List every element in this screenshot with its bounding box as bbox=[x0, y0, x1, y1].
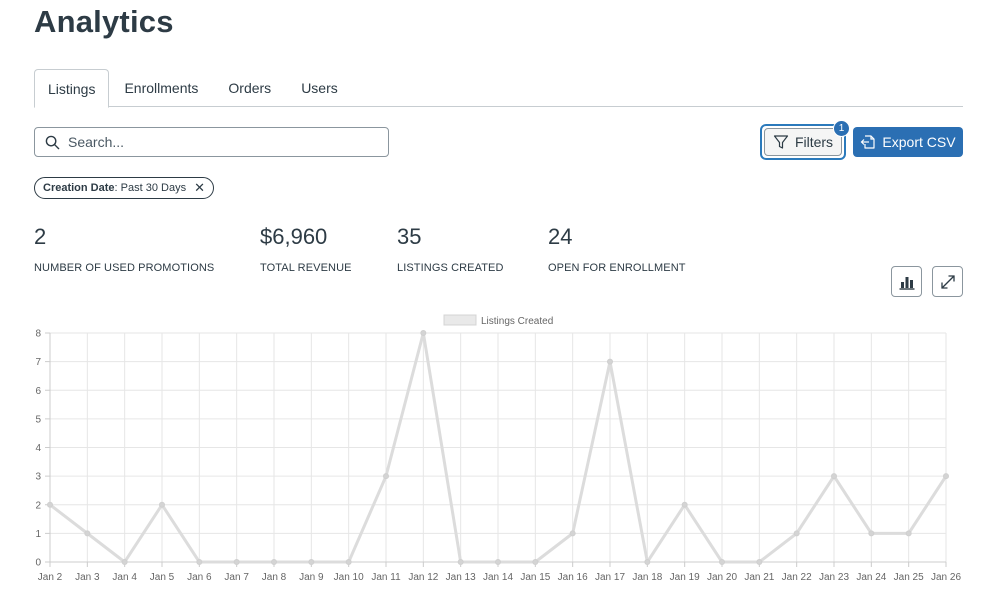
data-point bbox=[271, 559, 277, 565]
x-tick-label: Jan 16 bbox=[558, 572, 588, 583]
filters-label: Filters bbox=[794, 134, 834, 150]
stat-label: NUMBER OF USED PROMOTIONS bbox=[34, 262, 215, 274]
filter-chip-value: : Past 30 Days bbox=[114, 182, 187, 194]
data-point bbox=[383, 473, 389, 480]
x-tick-label: Jan 6 bbox=[187, 572, 212, 583]
x-tick-label: Jan 14 bbox=[483, 572, 513, 583]
data-point bbox=[159, 501, 165, 508]
x-tick-label: Jan 21 bbox=[744, 572, 774, 583]
stat-value: $6,960 bbox=[260, 224, 328, 249]
stat-value: 35 bbox=[397, 224, 422, 249]
data-point bbox=[719, 559, 725, 565]
x-tick-label: Jan 18 bbox=[632, 572, 662, 583]
export-label: Export CSV bbox=[882, 134, 956, 150]
expand-button[interactable] bbox=[932, 266, 963, 297]
y-tick-label: 7 bbox=[35, 357, 41, 368]
stat-listings-created: 35 LISTINGS CREATED bbox=[397, 224, 504, 274]
y-tick-label: 2 bbox=[35, 500, 41, 511]
x-tick-label: Jan 2 bbox=[38, 572, 63, 583]
export-icon bbox=[861, 135, 876, 149]
data-point bbox=[532, 559, 539, 565]
x-tick-label: Jan 26 bbox=[931, 572, 961, 583]
stat-label: LISTINGS CREATED bbox=[397, 262, 504, 274]
bar-chart-icon bbox=[899, 276, 914, 290]
data-point bbox=[681, 501, 688, 508]
x-tick-label: Jan 22 bbox=[782, 572, 812, 583]
x-tick-label: Jan 8 bbox=[262, 572, 287, 583]
data-point bbox=[569, 530, 576, 537]
search-icon bbox=[45, 135, 60, 149]
data-point bbox=[495, 559, 501, 565]
stat-value: 24 bbox=[548, 224, 573, 249]
expand-icon bbox=[940, 274, 955, 289]
tab-bar: Listings Enrollments Orders Users bbox=[34, 69, 963, 108]
x-tick-label: Jan 3 bbox=[75, 572, 100, 583]
legend-label: Listings Created bbox=[481, 316, 553, 327]
export-csv-button[interactable]: Export CSV bbox=[853, 127, 963, 157]
data-point bbox=[420, 330, 427, 336]
filter-icon bbox=[773, 135, 789, 149]
x-tick-label: Jan 23 bbox=[819, 572, 849, 583]
x-tick-label: Jan 17 bbox=[595, 572, 625, 583]
x-tick-label: Jan 4 bbox=[112, 572, 137, 583]
x-tick-label: Jan 10 bbox=[334, 572, 364, 583]
data-point bbox=[121, 559, 128, 565]
page-title: Analytics bbox=[34, 4, 174, 39]
x-tick-label: Jan 12 bbox=[408, 572, 438, 583]
stat-value: 2 bbox=[34, 224, 47, 249]
x-tick-label: Jan 24 bbox=[856, 572, 886, 583]
stat-open-for-enrollment: 24 OPEN FOR ENROLLMENT bbox=[548, 224, 686, 274]
x-tick-label: Jan 19 bbox=[670, 572, 700, 583]
stat-used-promotions: 2 NUMBER OF USED PROMOTIONS bbox=[34, 224, 214, 274]
y-tick-label: 3 bbox=[35, 472, 41, 483]
stat-total-revenue: $6,960 TOTAL REVENUE bbox=[260, 224, 352, 274]
filters-count-badge: 1 bbox=[833, 120, 850, 137]
x-tick-label: Jan 7 bbox=[224, 572, 249, 583]
data-point bbox=[84, 530, 91, 537]
data-point bbox=[196, 559, 203, 565]
stat-label: OPEN FOR ENROLLMENT bbox=[548, 262, 686, 274]
search-input[interactable] bbox=[68, 134, 368, 150]
tab-enrollments[interactable]: Enrollments bbox=[124, 80, 199, 96]
x-tick-label: Jan 9 bbox=[299, 572, 324, 583]
x-tick-label: Jan 20 bbox=[707, 572, 737, 583]
filter-chip-creation-date[interactable]: Creation Date : Past 30 Days ✕ bbox=[34, 177, 214, 199]
x-tick-label: Jan 5 bbox=[150, 572, 175, 583]
filters-button-inner[interactable]: Filters bbox=[764, 128, 842, 156]
close-icon[interactable]: ✕ bbox=[194, 180, 205, 195]
y-tick-label: 4 bbox=[35, 443, 41, 454]
y-tick-label: 0 bbox=[35, 558, 41, 569]
data-point bbox=[831, 473, 837, 480]
data-point bbox=[308, 559, 315, 565]
y-tick-label: 5 bbox=[35, 414, 41, 425]
x-tick-label: Jan 15 bbox=[520, 572, 550, 583]
bar-chart-toggle-button[interactable] bbox=[891, 266, 922, 297]
data-point bbox=[607, 358, 613, 365]
x-tick-label: Jan 11 bbox=[371, 572, 401, 583]
data-point bbox=[943, 473, 949, 480]
x-tick-label: Jan 13 bbox=[446, 572, 476, 583]
tab-listings[interactable]: Listings bbox=[34, 69, 110, 108]
tab-orders[interactable]: Orders bbox=[228, 80, 272, 96]
y-tick-label: 6 bbox=[35, 386, 41, 397]
tab-users[interactable]: Users bbox=[301, 80, 338, 96]
data-point bbox=[457, 559, 464, 565]
y-tick-label: 1 bbox=[35, 529, 41, 540]
data-point bbox=[233, 559, 240, 565]
data-point bbox=[868, 530, 875, 537]
search-box[interactable] bbox=[34, 127, 389, 157]
filter-chip-key: Creation Date bbox=[43, 182, 115, 194]
legend-swatch bbox=[443, 314, 477, 326]
data-point bbox=[905, 530, 912, 537]
data-point bbox=[793, 530, 800, 537]
y-tick-label: 8 bbox=[35, 329, 41, 340]
stat-label: TOTAL REVENUE bbox=[260, 262, 352, 274]
x-tick-label: Jan 25 bbox=[894, 572, 924, 583]
data-point bbox=[345, 559, 352, 565]
data-point bbox=[756, 559, 763, 565]
filters-button[interactable]: Filters bbox=[760, 124, 846, 160]
listings-line-chart: 0 1 2 3 4 5 6 7 8 Jan 2 Jan 3 Jan 4 Jan 5 Jan 6 Jan 7 J… bbox=[35, 314, 961, 583]
data-point bbox=[47, 501, 53, 508]
data-point bbox=[644, 559, 651, 565]
